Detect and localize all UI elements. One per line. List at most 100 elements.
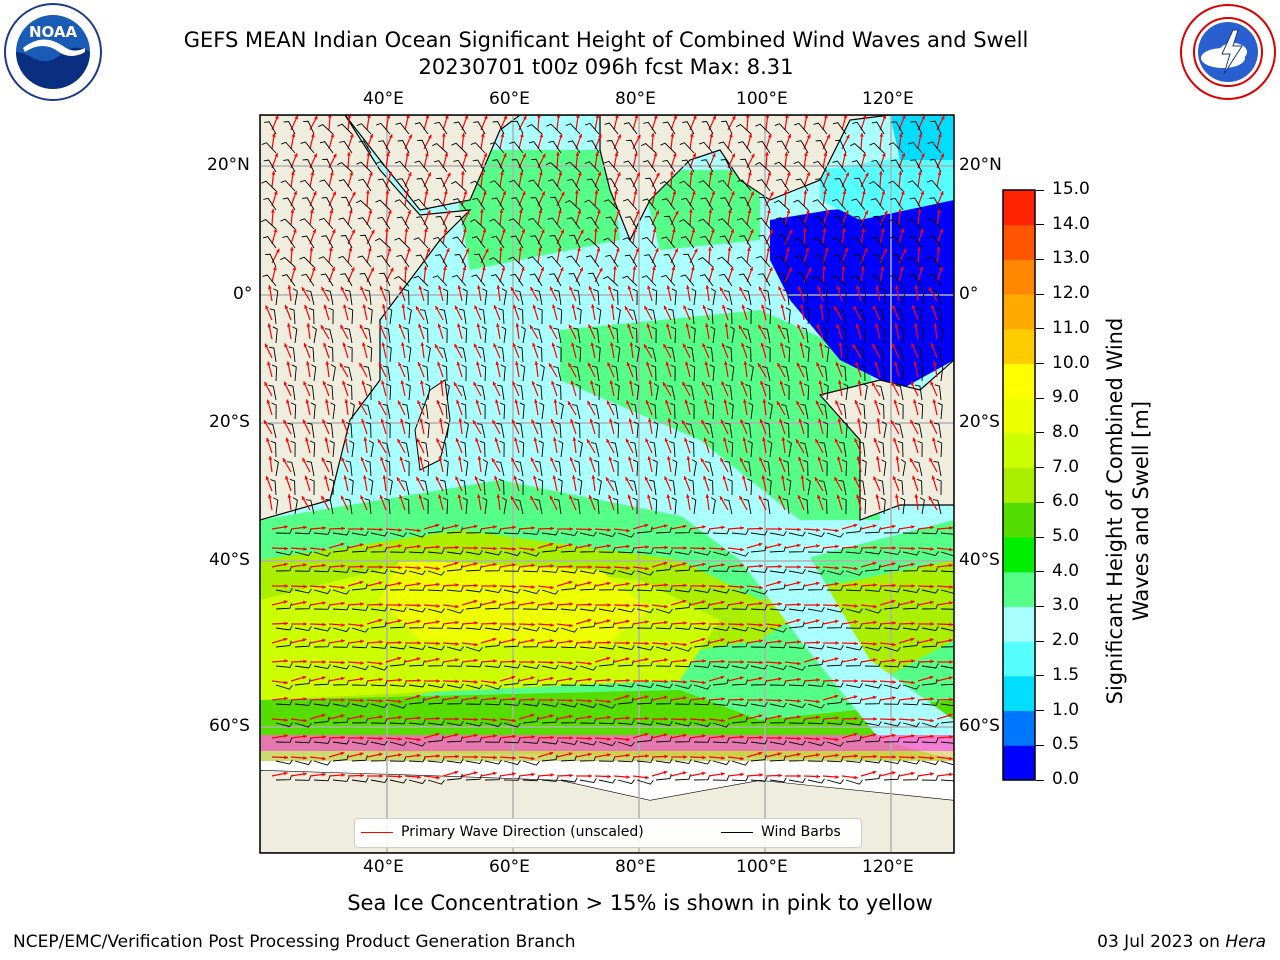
- wind-barb: [902, 603, 919, 610]
- wind-barb: [750, 589, 768, 595]
- wave-arrow-head: [463, 152, 468, 157]
- wind-barb: [309, 440, 316, 458]
- wave-arrow-head: [496, 285, 501, 289]
- wave-arrow-head: [511, 675, 516, 680]
- wind-barb: [439, 308, 448, 325]
- wave-arrow-head: [759, 660, 763, 665]
- wave-arrow-head: [550, 419, 555, 424]
- wave-arrow-head: [493, 755, 497, 760]
- wave-arrow-head: [492, 637, 497, 642]
- wind-barb: [558, 440, 564, 458]
- wind-barb: [268, 346, 277, 363]
- wave-arrow-head: [818, 380, 823, 385]
- wind-barb: [712, 566, 730, 572]
- wind-barb: [408, 585, 426, 591]
- colorbar-tick-mark: [1036, 744, 1044, 746]
- wind-barb: [596, 478, 602, 496]
- wave-arrow-head: [416, 438, 421, 443]
- wind-barb: [435, 216, 448, 230]
- wind-barb: [902, 528, 920, 534]
- wave-arrow-head: [930, 525, 934, 530]
- wave-arrow-head: [560, 191, 565, 196]
- wind-barb: [499, 402, 506, 420]
- wave-arrow-head: [823, 115, 828, 119]
- wind-barb: [560, 583, 577, 591]
- wind-barb: [938, 326, 944, 344]
- wave-arrow-head: [550, 564, 554, 568]
- wave-arrow-head: [340, 751, 345, 756]
- wave-arrow-head: [797, 715, 801, 719]
- wind-barb: [509, 179, 524, 192]
- wind-barb: [726, 346, 733, 363]
- noaa-logo-text: NOAA: [29, 23, 78, 41]
- wave-arrow-head: [436, 641, 440, 646]
- wave-arrow-head: [852, 344, 857, 349]
- wind-barb: [940, 665, 954, 669]
- wind-barb: [463, 459, 469, 477]
- wave-arrow-head: [550, 623, 554, 627]
- wave-arrow-head: [455, 583, 459, 587]
- wave-arrow-head: [532, 304, 537, 309]
- wind-barb: [636, 623, 654, 629]
- wind-barb: [313, 567, 331, 573]
- wave-arrow-head: [823, 152, 828, 157]
- wave-arrow-head: [780, 304, 785, 309]
- wave-arrow-head: [398, 603, 402, 607]
- wave-arrow-head: [805, 209, 810, 214]
- wave-arrow-head: [861, 190, 866, 195]
- wave-arrow-head: [379, 602, 383, 607]
- wind-barb: [898, 402, 904, 420]
- wave-arrow-head: [515, 323, 520, 327]
- wave-arrow-head: [872, 343, 876, 348]
- wave-arrow-head: [628, 456, 632, 461]
- wind-barb: [718, 141, 733, 154]
- wind-barb: [824, 345, 830, 363]
- wave-arrow-head: [436, 754, 440, 758]
- wave-arrow-head: [645, 400, 650, 405]
- wind-barb: [453, 159, 467, 173]
- wind-barb: [788, 740, 806, 746]
- wave-arrow-head: [264, 381, 268, 386]
- wave-arrow-head: [721, 756, 725, 760]
- wind-barb: [427, 623, 445, 629]
- wave-arrow-head: [740, 585, 744, 589]
- colorbar-tick-label: 3.0: [1052, 595, 1080, 616]
- wave-arrow-head: [710, 266, 715, 271]
- wind-barb: [815, 178, 828, 192]
- wind-barb: [864, 564, 881, 572]
- wind-barb: [929, 197, 942, 211]
- wind-barb: [594, 383, 601, 401]
- wave-arrow-head: [901, 152, 906, 157]
- wave-arrow-head: [274, 152, 279, 157]
- wave-arrow-head: [305, 437, 309, 442]
- wave-arrow-head: [538, 209, 543, 214]
- wave-arrow-head: [931, 304, 935, 309]
- wave-arrow-head: [949, 660, 953, 664]
- wind-barb: [664, 215, 676, 230]
- wave-arrow-head: [797, 602, 801, 607]
- wind-barb: [275, 700, 293, 706]
- wave-arrow-head: [587, 543, 592, 548]
- wind-barb: [351, 740, 369, 746]
- wave-arrow-head: [778, 527, 782, 531]
- wind-barb: [814, 254, 828, 268]
- wave-arrow-head: [348, 247, 353, 252]
- wind-barb: [324, 328, 334, 344]
- wind-barb: [788, 546, 806, 553]
- wave-arrow-head: [493, 584, 497, 588]
- wave-arrow-head: [569, 602, 573, 606]
- wind-barb: [545, 162, 562, 173]
- wave-arrow-head: [455, 717, 459, 721]
- wave-arrow-head: [712, 115, 716, 120]
- wave-arrow-head: [292, 228, 297, 233]
- wave-arrow-head: [800, 475, 805, 479]
- wave-arrow-head: [568, 580, 573, 585]
- wind-barb: [807, 741, 825, 747]
- wind-barb: [275, 603, 292, 610]
- wave-arrow-head: [493, 305, 498, 310]
- wave-arrow-head: [700, 458, 705, 463]
- wind-barb: [745, 345, 752, 363]
- wave-arrow-head: [301, 496, 306, 501]
- wind-barb: [927, 141, 942, 154]
- wave-arrow-head: [379, 286, 384, 291]
